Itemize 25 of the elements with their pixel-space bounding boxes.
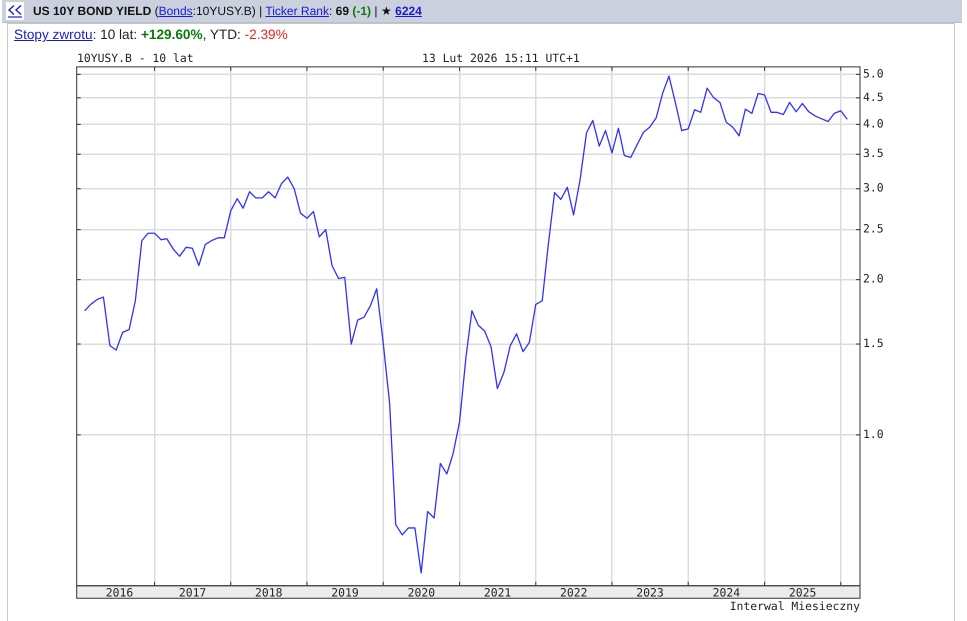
text: Stopy zwrotu: 10 lat: +129.60%, YTD: -2.39% [14, 26, 288, 43]
x-tick-label: 2016 [106, 585, 134, 600]
y-tick-label: 1.5 [863, 336, 884, 350]
y-tick-label: 3.5 [863, 146, 884, 160]
y-tick-label: 4.5 [863, 90, 884, 104]
x-tick-label: 2022 [560, 585, 588, 600]
x-tick-label: 2023 [636, 585, 664, 600]
y-tick-label: 2.0 [863, 272, 884, 286]
text: 10YUSY.B - 10 lat [77, 51, 194, 65]
x-tick-label: 2021 [484, 585, 512, 600]
x-tick-label: 2020 [408, 585, 436, 600]
y-tick-label: 1.0 [863, 426, 884, 441]
y-tick-label: 2.5 [863, 222, 884, 236]
chart-title: US 10Y BOND YIELD [33, 4, 152, 18]
text: (Bonds:10YUSY.B) | Ticker Rank: 69 (-1) | ★ 6224 [154, 4, 422, 18]
y-tick-label: 3.0 [863, 180, 884, 195]
x-tick-label: 2025 [788, 585, 816, 600]
text: 13 Lut 2026 15:11 UTC+1 [422, 51, 580, 65]
y-tick-label: 4.0 [863, 116, 884, 130]
x-tick-label: 2024 [712, 585, 740, 600]
y-tick-label: 5.0 [863, 66, 884, 80]
x-tick-label: 2017 [178, 585, 206, 600]
x-tick-label: 2019 [331, 585, 359, 600]
x-tick-label: 2018 [255, 585, 283, 600]
text: Interwal Miesieczny [730, 599, 860, 613]
